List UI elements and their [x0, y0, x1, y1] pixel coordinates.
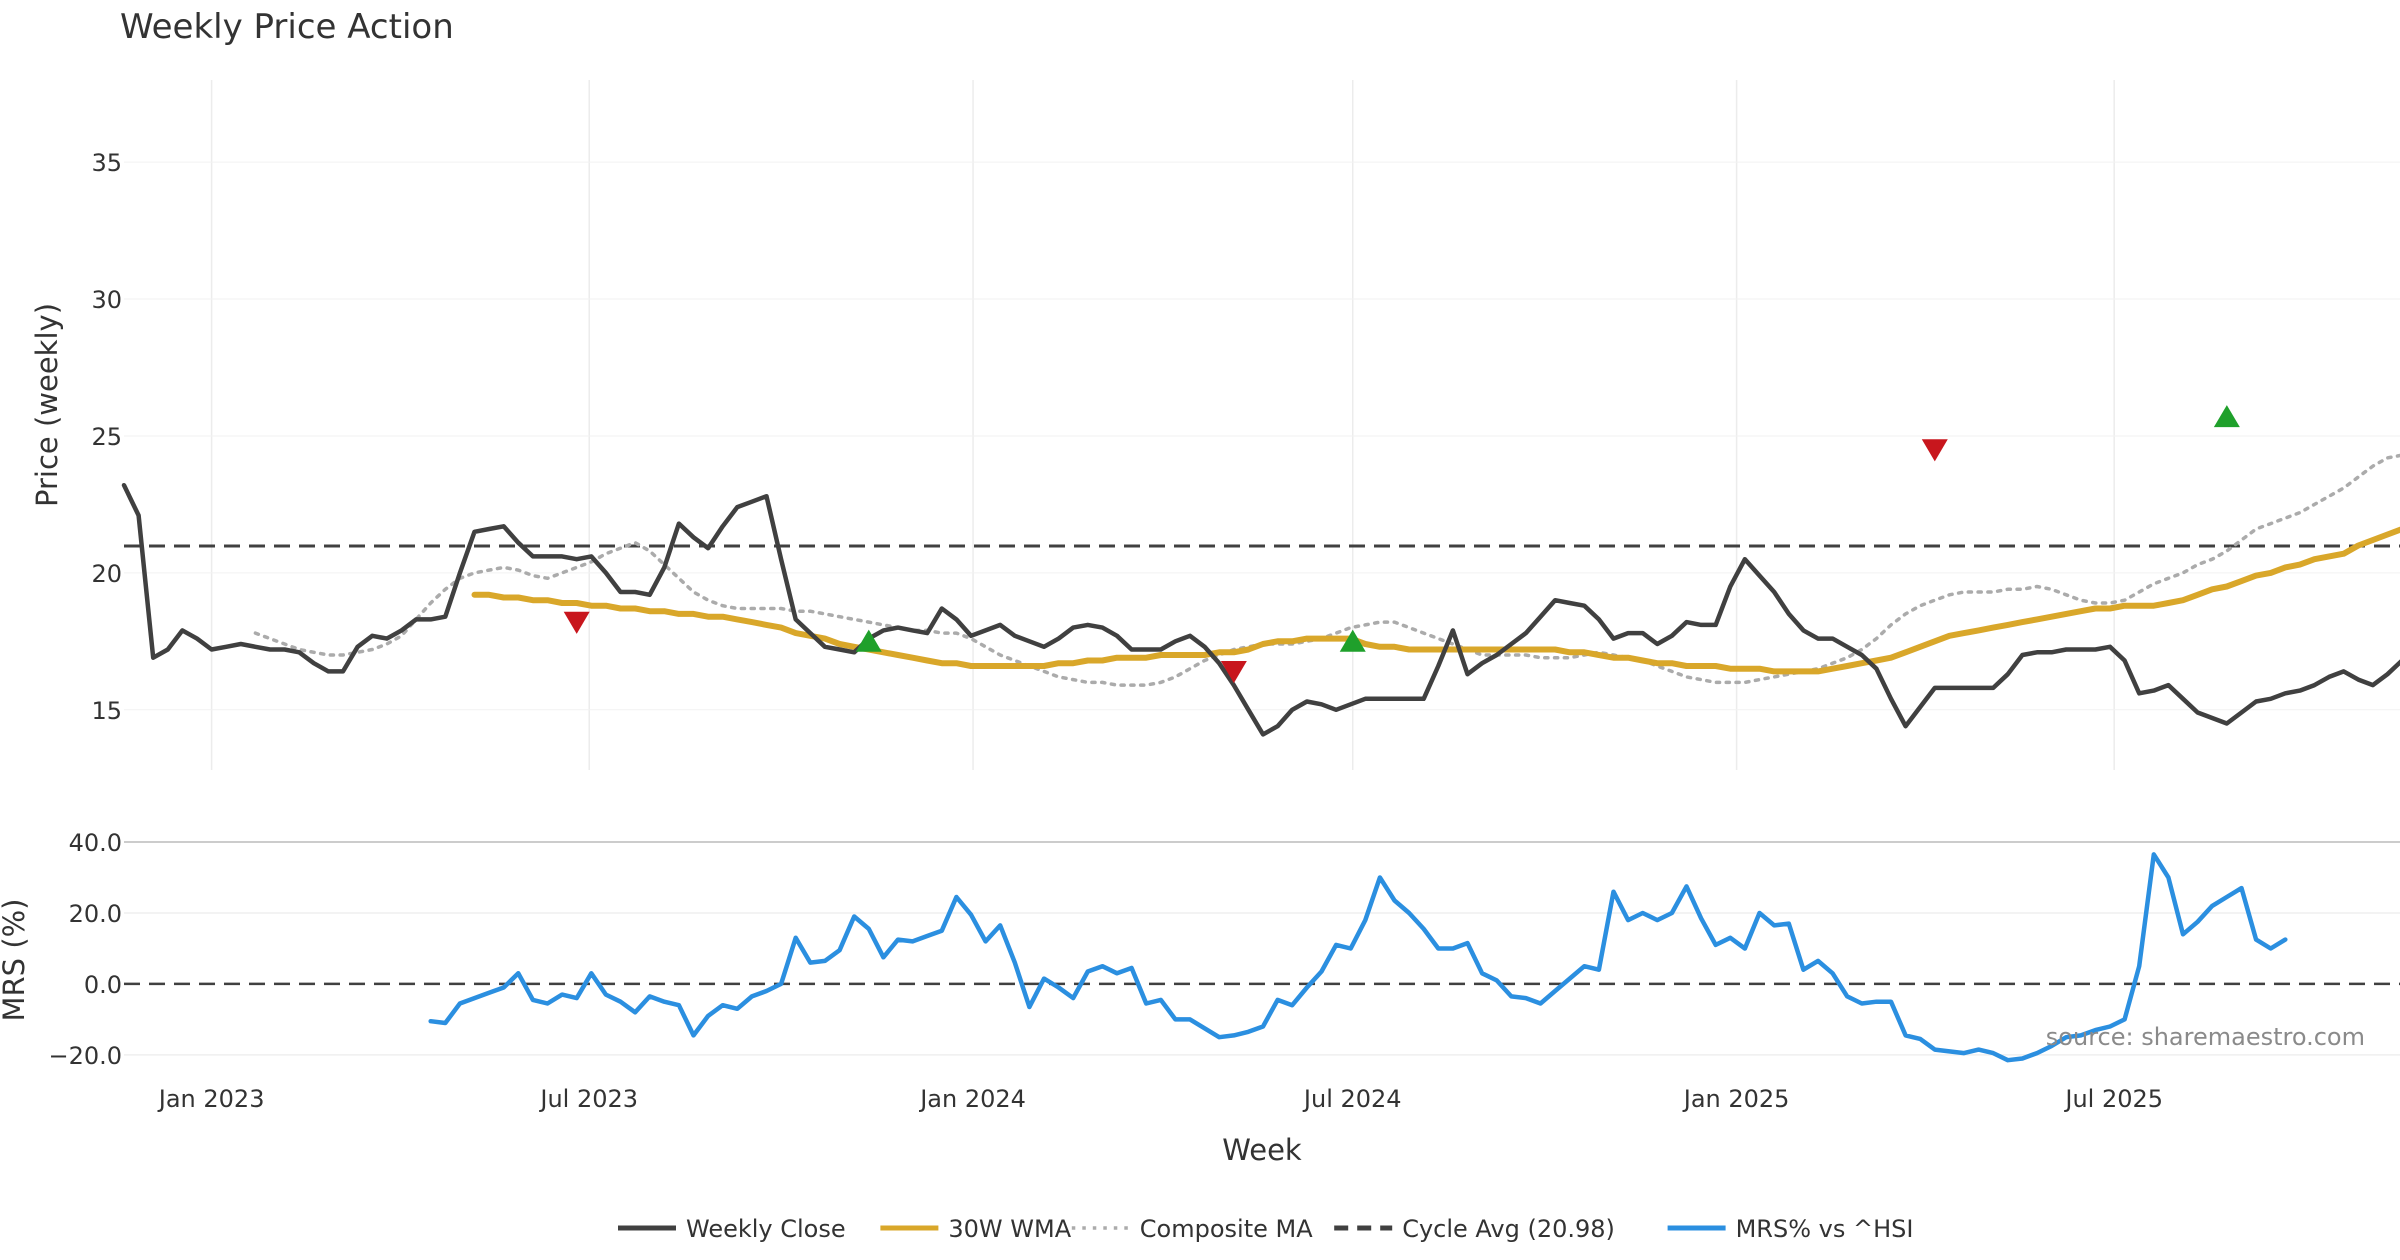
sell-signal-marker: [563, 611, 590, 634]
mrs-gridlines: [124, 841, 2400, 1056]
x-tick-label: Jul 2025: [2063, 1085, 2163, 1113]
price-y-tick-label: 35: [91, 149, 122, 177]
x-axis-label: Week: [1222, 1133, 1302, 1167]
price-series: [121, 453, 2400, 737]
price-y-tick-label: 25: [91, 423, 122, 451]
price-y-axis: 15 20 25 30 35: [91, 149, 122, 725]
legend-item: Weekly Close: [618, 1215, 846, 1243]
buy-signal-marker: [1339, 629, 1366, 652]
price-panel: 15 20 25 30 35: [91, 80, 2400, 770]
legend-label: Composite MA: [1140, 1215, 1313, 1243]
mrs-y-tick-label: 20.0: [69, 900, 122, 928]
x-tick-label: Jan 2025: [1682, 1085, 1790, 1113]
price-y-axis-label: Price (weekly): [30, 303, 64, 507]
composite-ma-line: [253, 453, 2400, 687]
x-axis-ticks: Jan 2023 Jul 2023 Jan 2024 Jul 2024 Jan 2025…: [157, 1085, 2163, 1113]
legend-label: Weekly Close: [686, 1215, 846, 1243]
mrs-y-tick-label: 0.0: [84, 971, 122, 999]
x-tick-label: Jan 2023: [157, 1085, 265, 1113]
legend-item: 30W WMA: [880, 1215, 1072, 1243]
mrs-y-tick-label: 40.0: [69, 829, 122, 857]
sell-signal-marker: [1921, 439, 1948, 462]
mrs-series: [124, 852, 2400, 1063]
legend-item: Cycle Avg (20.98): [1334, 1215, 1615, 1243]
legend-label: Cycle Avg (20.98): [1402, 1215, 1615, 1243]
legend-item: Composite MA: [1071, 1215, 1313, 1243]
legend-item: MRS% vs ^HSI: [1667, 1215, 1914, 1243]
price-y-tick-label: 30: [91, 286, 122, 314]
sell-signal-marker: [1220, 661, 1247, 684]
x-tick-label: Jul 2024: [1302, 1085, 1402, 1113]
30w-wma-line: [471, 526, 2400, 675]
price-y-tick-label: 15: [91, 697, 122, 725]
weekly-close-line: [121, 482, 2400, 737]
mrs-y-axis-label: MRS (%): [0, 899, 31, 1022]
legend-label: MRS% vs ^HSI: [1736, 1215, 1914, 1243]
x-tick-label: Jul 2023: [538, 1085, 638, 1113]
chart-title: Weekly Price Action: [120, 7, 454, 47]
source-annotation: source: sharemaestro.com: [2046, 1023, 2365, 1051]
signal-markers: [563, 405, 2240, 684]
mrs-y-tick-label: −20.0: [48, 1042, 122, 1070]
price-y-tick-label: 20: [91, 560, 122, 588]
price-gridlines: [124, 80, 2400, 770]
buy-signal-marker: [855, 629, 882, 652]
legend: Weekly Close 30W WMA Composite MA Cycle Avg…: [618, 1215, 1913, 1243]
mrs-y-axis: −20.0 0.0 20.0 40.0: [48, 829, 122, 1070]
buy-signal-marker: [2213, 405, 2240, 428]
x-tick-label: Jan 2024: [918, 1085, 1026, 1113]
mrs-vs-hsi-line: [428, 852, 2288, 1063]
legend-label: 30W WMA: [948, 1215, 1071, 1243]
mrs-panel: −20.0 0.0 20.0 40.0: [48, 829, 2400, 1070]
